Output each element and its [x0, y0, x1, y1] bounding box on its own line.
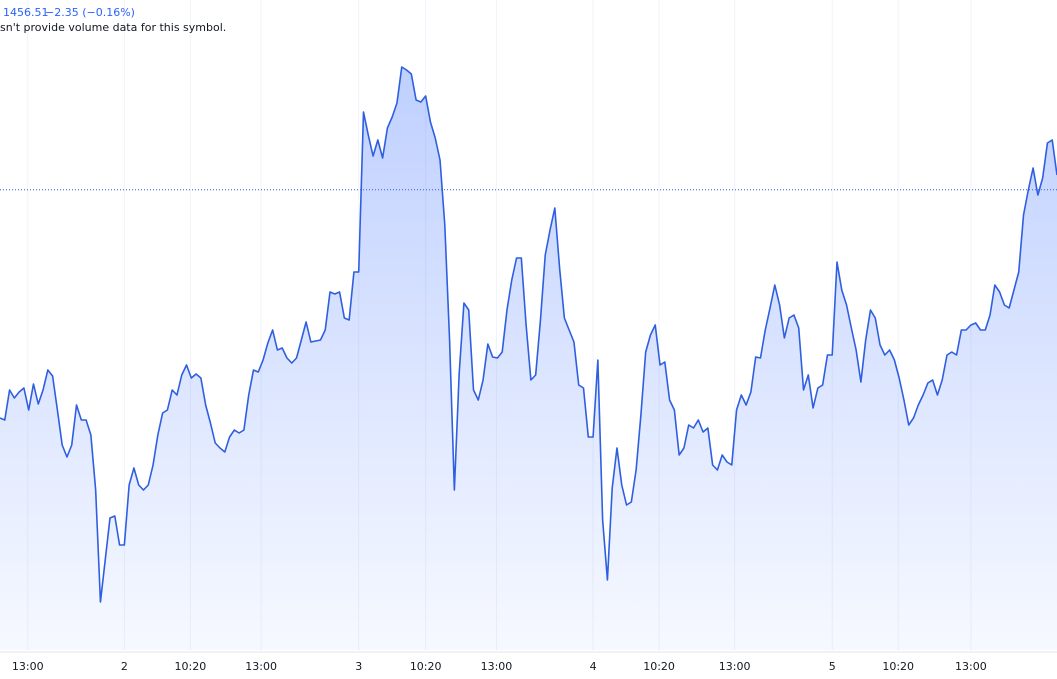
x-tick-label: 10:20: [882, 660, 914, 673]
x-tick-label: 2: [121, 660, 128, 673]
x-tick-label: 10:20: [175, 660, 207, 673]
x-tick-label: 13:00: [481, 660, 513, 673]
x-tick-label: 3: [355, 660, 362, 673]
x-tick-label: 5: [829, 660, 836, 673]
price-change: −2.35 (−0.16%): [45, 6, 135, 19]
x-tick-label: 10:20: [643, 660, 675, 673]
x-tick-label: 13:00: [245, 660, 277, 673]
x-tick-label: 10:20: [410, 660, 442, 673]
last-price: 1456.51: [3, 6, 49, 19]
x-tick-label: 13:00: [955, 660, 987, 673]
volume-note: sn't provide volume data for this symbol…: [0, 21, 226, 34]
x-axis: 13:00 2 10:20 13:00 3 10:20 13:00 4 10:20 13:00 5 1…: [12, 660, 987, 673]
plot-area: [0, 66, 1057, 650]
x-tick-label: 4: [590, 660, 597, 673]
price-line: [0, 66, 1057, 603]
x-tick-label: 13:00: [719, 660, 751, 673]
x-tick-label: 13:00: [12, 660, 44, 673]
